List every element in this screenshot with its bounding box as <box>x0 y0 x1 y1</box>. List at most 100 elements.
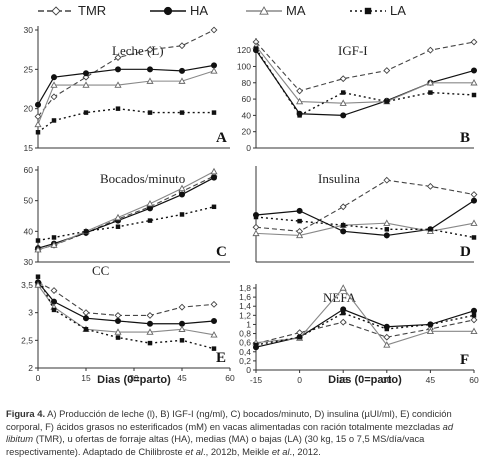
data-point-ha <box>340 112 347 119</box>
data-point-tmr <box>252 223 260 231</box>
x-tick-label: 0 <box>36 373 41 383</box>
panel-title-a: Leche (L) <box>112 43 164 58</box>
panel-title-d: Insulina <box>318 171 360 186</box>
series-line-la <box>37 206 215 242</box>
y-tick-label: 15 <box>24 143 34 153</box>
data-point-ha <box>114 66 122 73</box>
y-tick-label: 50 <box>24 196 34 206</box>
legend-marker-ma <box>259 6 269 15</box>
data-point-ha <box>210 62 218 69</box>
data-point-ha <box>146 66 154 73</box>
data-point-ha <box>340 228 347 235</box>
data-point-tmr <box>178 42 186 50</box>
data-point-ha <box>178 320 186 327</box>
data-point-la <box>115 224 121 229</box>
x-tick-label: 45 <box>177 373 187 383</box>
y-tick-label: 3,5 <box>21 280 33 290</box>
data-point-la <box>35 274 41 279</box>
caption-et-al-1: et al <box>185 445 204 457</box>
data-point-tmr <box>383 67 391 74</box>
panel-letter-c: C <box>216 244 227 260</box>
data-point-ma <box>470 327 478 334</box>
data-point-tmr <box>339 318 347 326</box>
data-point-ma <box>470 219 478 226</box>
data-point-tmr <box>34 113 42 120</box>
legend-marker-tmr <box>51 6 61 16</box>
data-point-ma <box>296 231 304 239</box>
series-line-ma <box>255 45 474 104</box>
y-tick-label: 60 <box>24 165 34 175</box>
legend-label-la: LA <box>390 3 406 18</box>
data-point-la <box>384 227 390 232</box>
panel-title-e: CC <box>92 263 109 278</box>
data-point-ma <box>383 341 391 348</box>
data-point-la <box>115 335 121 340</box>
panel-title-b: IGF-I <box>338 43 368 58</box>
series-line-la <box>255 216 475 239</box>
data-point-la <box>83 110 89 115</box>
data-point-ha <box>82 315 90 322</box>
data-point-la <box>340 222 346 228</box>
x-tick-label: 45 <box>426 375 436 385</box>
data-point-tmr <box>50 93 58 101</box>
y-tick-label: 25 <box>24 64 34 74</box>
data-point-ma <box>252 229 260 237</box>
data-point-tmr <box>470 191 478 198</box>
data-point-ma <box>34 281 42 288</box>
data-point-ma <box>146 328 154 335</box>
x-axis-title-right: Dias (0=parto) <box>328 374 402 386</box>
x-axis-title-left: Dias (0=parto) <box>97 374 171 386</box>
figure-caption: Figura 4. A) Producción de leche (l), B)… <box>6 408 482 458</box>
data-point-tmr <box>383 333 391 341</box>
data-point-ha <box>50 74 58 81</box>
data-point-tmr <box>339 75 347 83</box>
caption-figure-number: Figura 4. <box>6 408 46 419</box>
data-point-tmr <box>178 303 186 311</box>
data-point-ma <box>178 77 186 84</box>
series-line-tmr <box>255 319 475 345</box>
x-tick-label: 60 <box>469 375 479 385</box>
data-point-la <box>83 327 89 332</box>
data-point-ha <box>296 207 303 214</box>
x-tick-label: -15 <box>250 375 263 385</box>
data-point-la <box>428 90 433 95</box>
data-point-la <box>471 92 477 98</box>
panel-a: 15 20 25 30 Leche (L) A <box>24 25 230 153</box>
data-point-la <box>428 322 433 327</box>
data-point-la <box>51 235 57 240</box>
series-line-tmr <box>255 41 475 92</box>
data-point-tmr <box>114 54 122 61</box>
data-point-tmr <box>426 182 434 190</box>
y-tick-label: 0,2 <box>239 356 251 366</box>
y-tick-label: 20 <box>242 127 252 137</box>
data-point-la <box>253 214 259 220</box>
data-point-la <box>147 218 153 223</box>
y-tick-label: 1,4 <box>239 301 251 311</box>
panel-c: 30 40 50 60 Bocados/minuto C <box>24 165 230 267</box>
data-point-tmr <box>470 316 478 324</box>
data-point-ma <box>178 325 186 332</box>
data-point-ha <box>470 67 478 74</box>
y-tick-label: 1,6 <box>239 292 251 302</box>
data-point-la <box>179 338 185 343</box>
data-point-ma <box>50 81 58 88</box>
legend-label-ha: HA <box>190 3 208 18</box>
series-line-tmr <box>255 179 475 232</box>
data-point-ma <box>114 328 122 335</box>
x-tick-label: 30 <box>382 375 392 385</box>
data-point-ma <box>339 99 347 106</box>
caption-text-4: ., 2012. <box>289 445 321 457</box>
data-point-ma <box>426 327 434 334</box>
y-tick-label: 1,8 <box>239 283 251 293</box>
panel-letter-d: D <box>460 244 471 260</box>
data-point-la <box>35 130 41 135</box>
data-point-ma <box>146 77 154 84</box>
data-point-ma <box>470 79 478 86</box>
data-point-ma <box>383 219 391 226</box>
series-line-ma <box>255 222 475 236</box>
data-point-la <box>253 342 259 348</box>
data-point-la <box>115 106 121 111</box>
data-point-la <box>211 204 217 210</box>
data-point-la <box>51 118 57 123</box>
